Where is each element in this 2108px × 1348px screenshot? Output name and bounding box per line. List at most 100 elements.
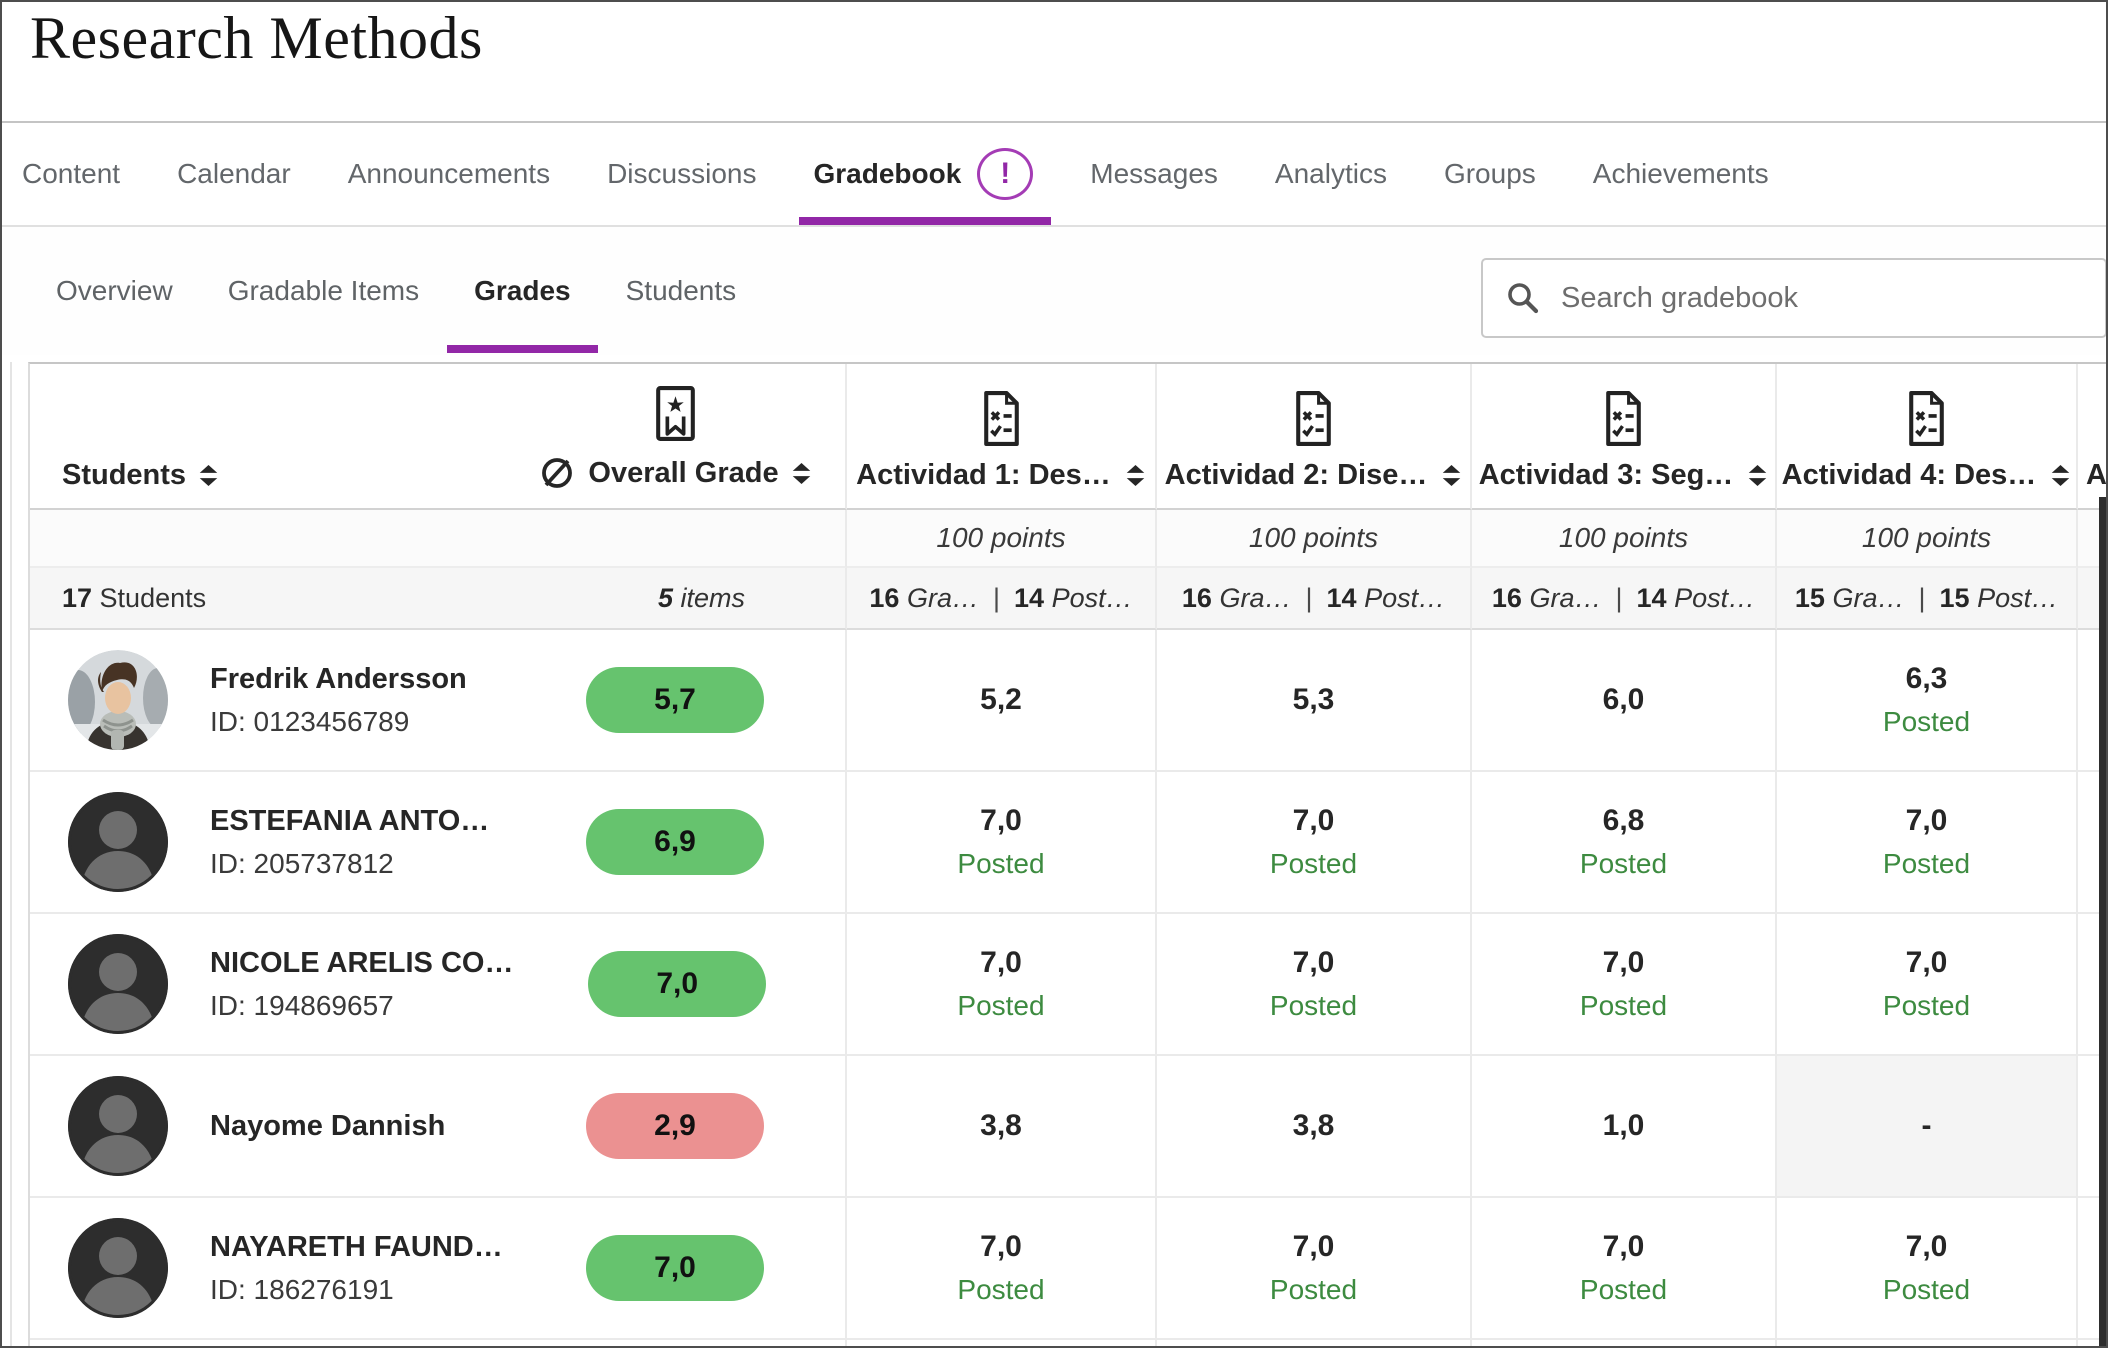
student-name[interactable]: ESTEFANIA ANTO…: [210, 804, 490, 837]
grade-cell-r1-c4[interactable]: 6,3 Posted: [1777, 630, 2078, 772]
course-title-bar: Research Methods: [0, 0, 2108, 123]
student-row-4: Nayome Dannish 2,9: [30, 1056, 847, 1198]
student-name[interactable]: Fredrik Andersson: [210, 662, 467, 695]
overall-grade-column-header[interactable]: Overall Grade: [505, 385, 845, 492]
activity-header-label[interactable]: Actividad 4: Des…: [1782, 459, 2072, 492]
grade-value: 6,8: [1602, 804, 1645, 837]
grade-cell-r1-c1[interactable]: 5,2: [847, 630, 1157, 772]
grade-cell-r2-c3[interactable]: 6,8 Posted: [1472, 772, 1777, 914]
next-row-sliver: [1157, 1340, 1472, 1348]
divider: |: [1918, 582, 1926, 613]
tab-discussions[interactable]: Discussions: [607, 123, 756, 225]
tab-label: Content: [22, 158, 121, 189]
student-name[interactable]: Nayome Dannish: [210, 1109, 446, 1142]
activity-column-header-2[interactable]: Actividad 2: Dise…: [1157, 364, 1472, 510]
activity-header-label[interactable]: Actividad 1: Des…: [856, 459, 1146, 492]
points-text: 100 points: [1558, 522, 1689, 553]
overall-grade-wrap: 5,7: [505, 667, 845, 733]
overall-grade-wrap: 6,9: [505, 809, 845, 875]
tab-calendar[interactable]: Calendar: [177, 123, 291, 225]
activity-column-header-1[interactable]: Actividad 1: Des…: [847, 364, 1157, 510]
tab-analytics[interactable]: Analytics: [1275, 123, 1387, 225]
graded-posted-counts-1: 16 Gra… | 14 Post…: [847, 568, 1157, 630]
subtab-grades[interactable]: Grades: [447, 227, 597, 355]
grade-cell-r3-c1[interactable]: 7,0 Posted: [847, 914, 1157, 1056]
subtab-overview[interactable]: Overview: [56, 227, 173, 355]
subtab-students[interactable]: Students: [626, 227, 737, 355]
tab-messages[interactable]: Messages: [1090, 123, 1218, 225]
posted-label: Posted: [1882, 848, 1971, 879]
students-column-header[interactable]: Students Overall Grade: [30, 364, 847, 510]
sort-icon: [792, 462, 810, 484]
grade-value: 1,0: [1602, 1109, 1645, 1142]
grade-cell-r4-c1[interactable]: 3,8: [847, 1056, 1157, 1198]
grade-cell-r1-c2[interactable]: 5,3: [1157, 630, 1472, 772]
activity-header-label[interactable]: Actividad 3: Seg…: [1479, 459, 1769, 492]
search-icon: [1508, 283, 1539, 314]
search-input[interactable]: [1559, 280, 2083, 316]
overall-grade-pill[interactable]: 7,0: [588, 951, 767, 1017]
overall-grade-pill[interactable]: 5,7: [586, 667, 764, 733]
tab-achievements[interactable]: Achievements: [1593, 123, 1769, 225]
sort-icon: [1443, 465, 1461, 486]
grade-value: 7,0: [1292, 804, 1335, 837]
grade-cell-r5-c1[interactable]: 7,0 Posted: [847, 1198, 1157, 1340]
student-name[interactable]: NAYARETH FAUND…: [210, 1230, 503, 1263]
points-text: 100 points: [1248, 522, 1379, 553]
student-avatar: [68, 1076, 168, 1176]
grade-cell-r4-c4[interactable]: -: [1777, 1056, 2078, 1198]
grade-cell-r3-c2[interactable]: 7,0 Posted: [1157, 914, 1472, 1056]
tab-announcements[interactable]: Announcements: [348, 123, 550, 225]
tab-groups[interactable]: Groups: [1444, 123, 1536, 225]
tab-label: Messages: [1090, 158, 1218, 189]
grade-cell-r4-c2[interactable]: 3,8: [1157, 1056, 1472, 1198]
tab-gradebook[interactable]: Gradebook!: [799, 123, 1052, 225]
points-row-student-cell: [30, 510, 847, 568]
grade-cell-r2-c1[interactable]: 7,0 Posted: [847, 772, 1157, 914]
activity-column-header-3[interactable]: Actividad 3: Seg…: [1472, 364, 1777, 510]
grade-cell-r3-c3[interactable]: 7,0 Posted: [1472, 914, 1777, 1056]
posted-label: Posted: [1269, 848, 1358, 879]
grade-value: 7,0: [1905, 946, 1948, 979]
overall-grade-wrap: 2,9: [505, 1093, 845, 1159]
overall-grade-pill[interactable]: 6,9: [586, 809, 764, 875]
student-id: ID: 194869657: [210, 989, 394, 1021]
grade-value: 7,0: [1292, 946, 1335, 979]
overall-grade-header-label[interactable]: Overall Grade: [538, 454, 811, 492]
overall-grade-pill[interactable]: 7,0: [586, 1235, 764, 1301]
student-row-5: NAYARETH FAUND… ID: 186276191 7,0: [30, 1198, 847, 1340]
grade-value: 5,3: [1292, 683, 1335, 716]
summary-cell: 17 Students 5 items: [30, 568, 847, 630]
activity-column-header-4[interactable]: Actividad 4: Des…: [1777, 364, 2078, 510]
default-avatar: [68, 792, 168, 892]
grade-cell-r5-c2[interactable]: 7,0 Posted: [1157, 1198, 1472, 1340]
alert-badge-icon: !: [977, 148, 1034, 200]
sort-icon: [199, 465, 218, 486]
student-name[interactable]: NICOLE ARELIS CO…: [210, 946, 514, 979]
grade-cell-r5-c4[interactable]: 7,0 Posted: [1777, 1198, 2078, 1340]
posted-label: Posted: [1882, 1274, 1971, 1305]
sort-icon: [1749, 465, 1767, 486]
grade-cell-r4-c3[interactable]: 1,0: [1472, 1056, 1777, 1198]
tab-content[interactable]: Content: [22, 123, 120, 225]
grade-cell-r2-c4[interactable]: 7,0 Posted: [1777, 772, 2078, 914]
points-cell-4: 100 points: [1777, 510, 2078, 568]
partial-column-header[interactable]: A: [2078, 364, 2108, 510]
activity-header-label[interactable]: Actividad 2: Dise…: [1165, 459, 1463, 492]
grade-cell-r2-c2[interactable]: 7,0 Posted: [1157, 772, 1472, 914]
students-header-label[interactable]: Students: [62, 459, 219, 492]
default-avatar: [68, 934, 168, 1034]
overall-grade-pill[interactable]: 2,9: [586, 1093, 764, 1159]
search-box[interactable]: [1481, 258, 2107, 338]
subtab-label: Overview: [56, 275, 173, 306]
student-name-block: NAYARETH FAUND… ID: 186276191: [210, 1231, 503, 1306]
grade-value: -: [1921, 1109, 1932, 1142]
grade-cell-r1-c3[interactable]: 6,0: [1472, 630, 1777, 772]
subtab-gradable-items[interactable]: Gradable Items: [228, 227, 419, 355]
tab-label: Announcements: [347, 158, 551, 189]
overall-grade-ribbon-icon: [655, 386, 695, 441]
grade-cell-r5-c3[interactable]: 7,0 Posted: [1472, 1198, 1777, 1340]
default-avatar: [68, 1218, 168, 1318]
vertical-scrollbar[interactable]: [2099, 497, 2106, 1346]
grade-cell-r3-c4[interactable]: 7,0 Posted: [1777, 914, 2078, 1056]
